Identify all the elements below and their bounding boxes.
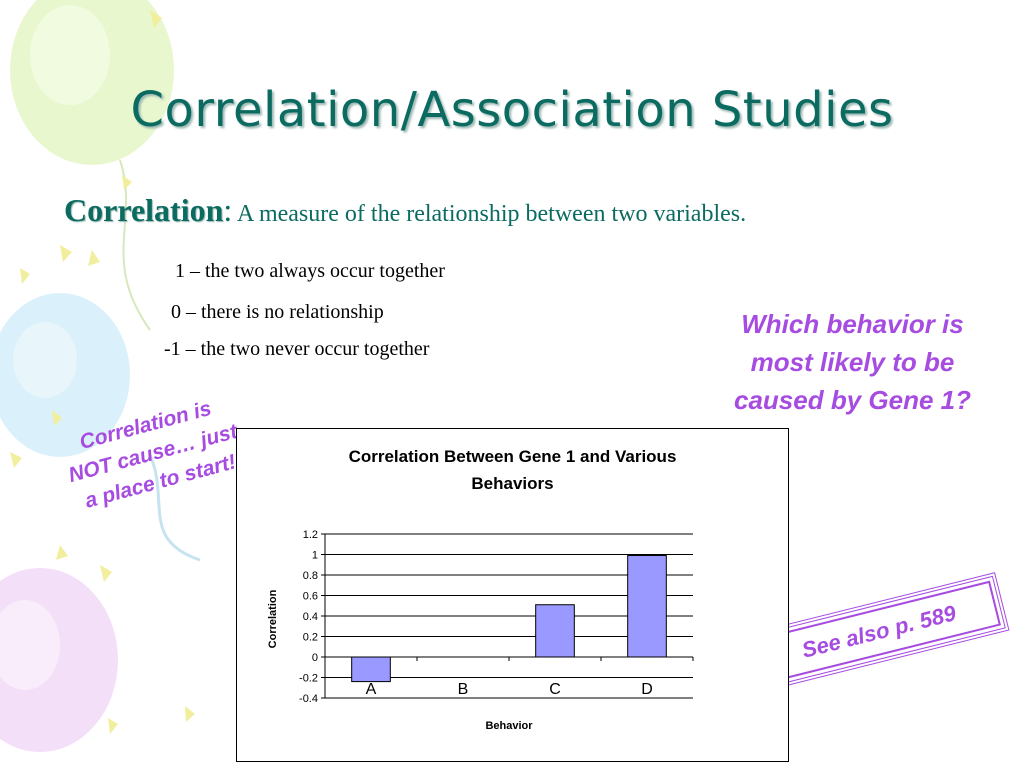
bars — [351, 555, 667, 683]
chart-title-line: Behaviors — [471, 474, 554, 493]
definition-term: Correlation — [64, 192, 224, 228]
confetti-yellow — [56, 545, 68, 560]
category-labels: A B C D — [366, 681, 653, 698]
confetti-yellow — [60, 245, 72, 262]
correlation-definition: Correlation: A measure of the relationsh… — [64, 192, 746, 229]
y-tick-label: -0.4 — [299, 693, 318, 705]
slide-title: Correlation/Association Studies — [130, 82, 894, 138]
confetti-yellow — [185, 706, 195, 722]
y-tick-label: 0.6 — [303, 591, 318, 603]
category-label: C — [549, 681, 561, 698]
scale-line-zero: 0 – there is no relationship — [171, 301, 384, 323]
category-label: B — [458, 681, 469, 698]
question-line: caused by Gene 1? — [734, 385, 971, 415]
confetti-yellow — [10, 452, 22, 468]
bar-A — [351, 656, 391, 683]
axes — [321, 533, 694, 699]
y-tick-label: 1.2 — [303, 529, 318, 541]
confetti-yellow — [100, 565, 112, 582]
definition-text: A measure of the relationship between tw… — [232, 201, 747, 227]
definition-colon: : — [223, 192, 233, 228]
category-label: A — [366, 681, 377, 698]
scale-line-negative: -1 – the two never occur together — [164, 338, 430, 360]
y-tick-label: 1 — [312, 550, 318, 562]
question-line: most likely to be — [750, 347, 955, 377]
y-tick-label: 0.4 — [303, 611, 318, 623]
bar-C — [535, 604, 575, 658]
confetti-yellow — [108, 718, 118, 734]
chart-title: Correlation Between Gene 1 and Various B… — [237, 443, 788, 497]
confetti-yellow — [52, 410, 62, 426]
chart-title-line: Correlation Between Gene 1 and Various — [348, 447, 677, 466]
confetti-yellow — [150, 10, 162, 28]
bar-D — [627, 555, 667, 658]
confetti-yellow — [122, 175, 132, 190]
scale-line-positive: 1 – the two always occur together — [175, 260, 445, 282]
bar-chart: Correlation Between Gene 1 and Various B… — [236, 428, 789, 762]
balloon-green-highlight — [30, 5, 110, 105]
x-axis-label: Behavior — [485, 720, 533, 732]
y-tick-label: 0.8 — [303, 570, 318, 582]
category-label: D — [641, 681, 653, 698]
confetti-yellow — [20, 268, 30, 284]
y-tick-label: 0 — [312, 652, 318, 664]
balloon-pink-highlight — [0, 600, 60, 690]
y-axis-label: Correlation — [267, 589, 279, 648]
y-tick-label: -0.2 — [299, 673, 318, 685]
y-tick-label: 0.2 — [303, 632, 318, 644]
chart-plot: -0.4 -0.2 0 0.2 0.4 0.6 0.8 1 1.2 A B C D Correlati… — [267, 529, 694, 732]
balloon-blue-highlight — [13, 322, 77, 398]
question-callout: Which behavior is most likely to be caus… — [700, 305, 1005, 419]
question-line: Which behavior is — [741, 309, 964, 339]
confetti-yellow — [88, 250, 100, 266]
y-tick-labels: -0.4 -0.2 0 0.2 0.4 0.6 0.8 1 1.2 — [299, 529, 318, 705]
balloon-string — [148, 454, 201, 562]
